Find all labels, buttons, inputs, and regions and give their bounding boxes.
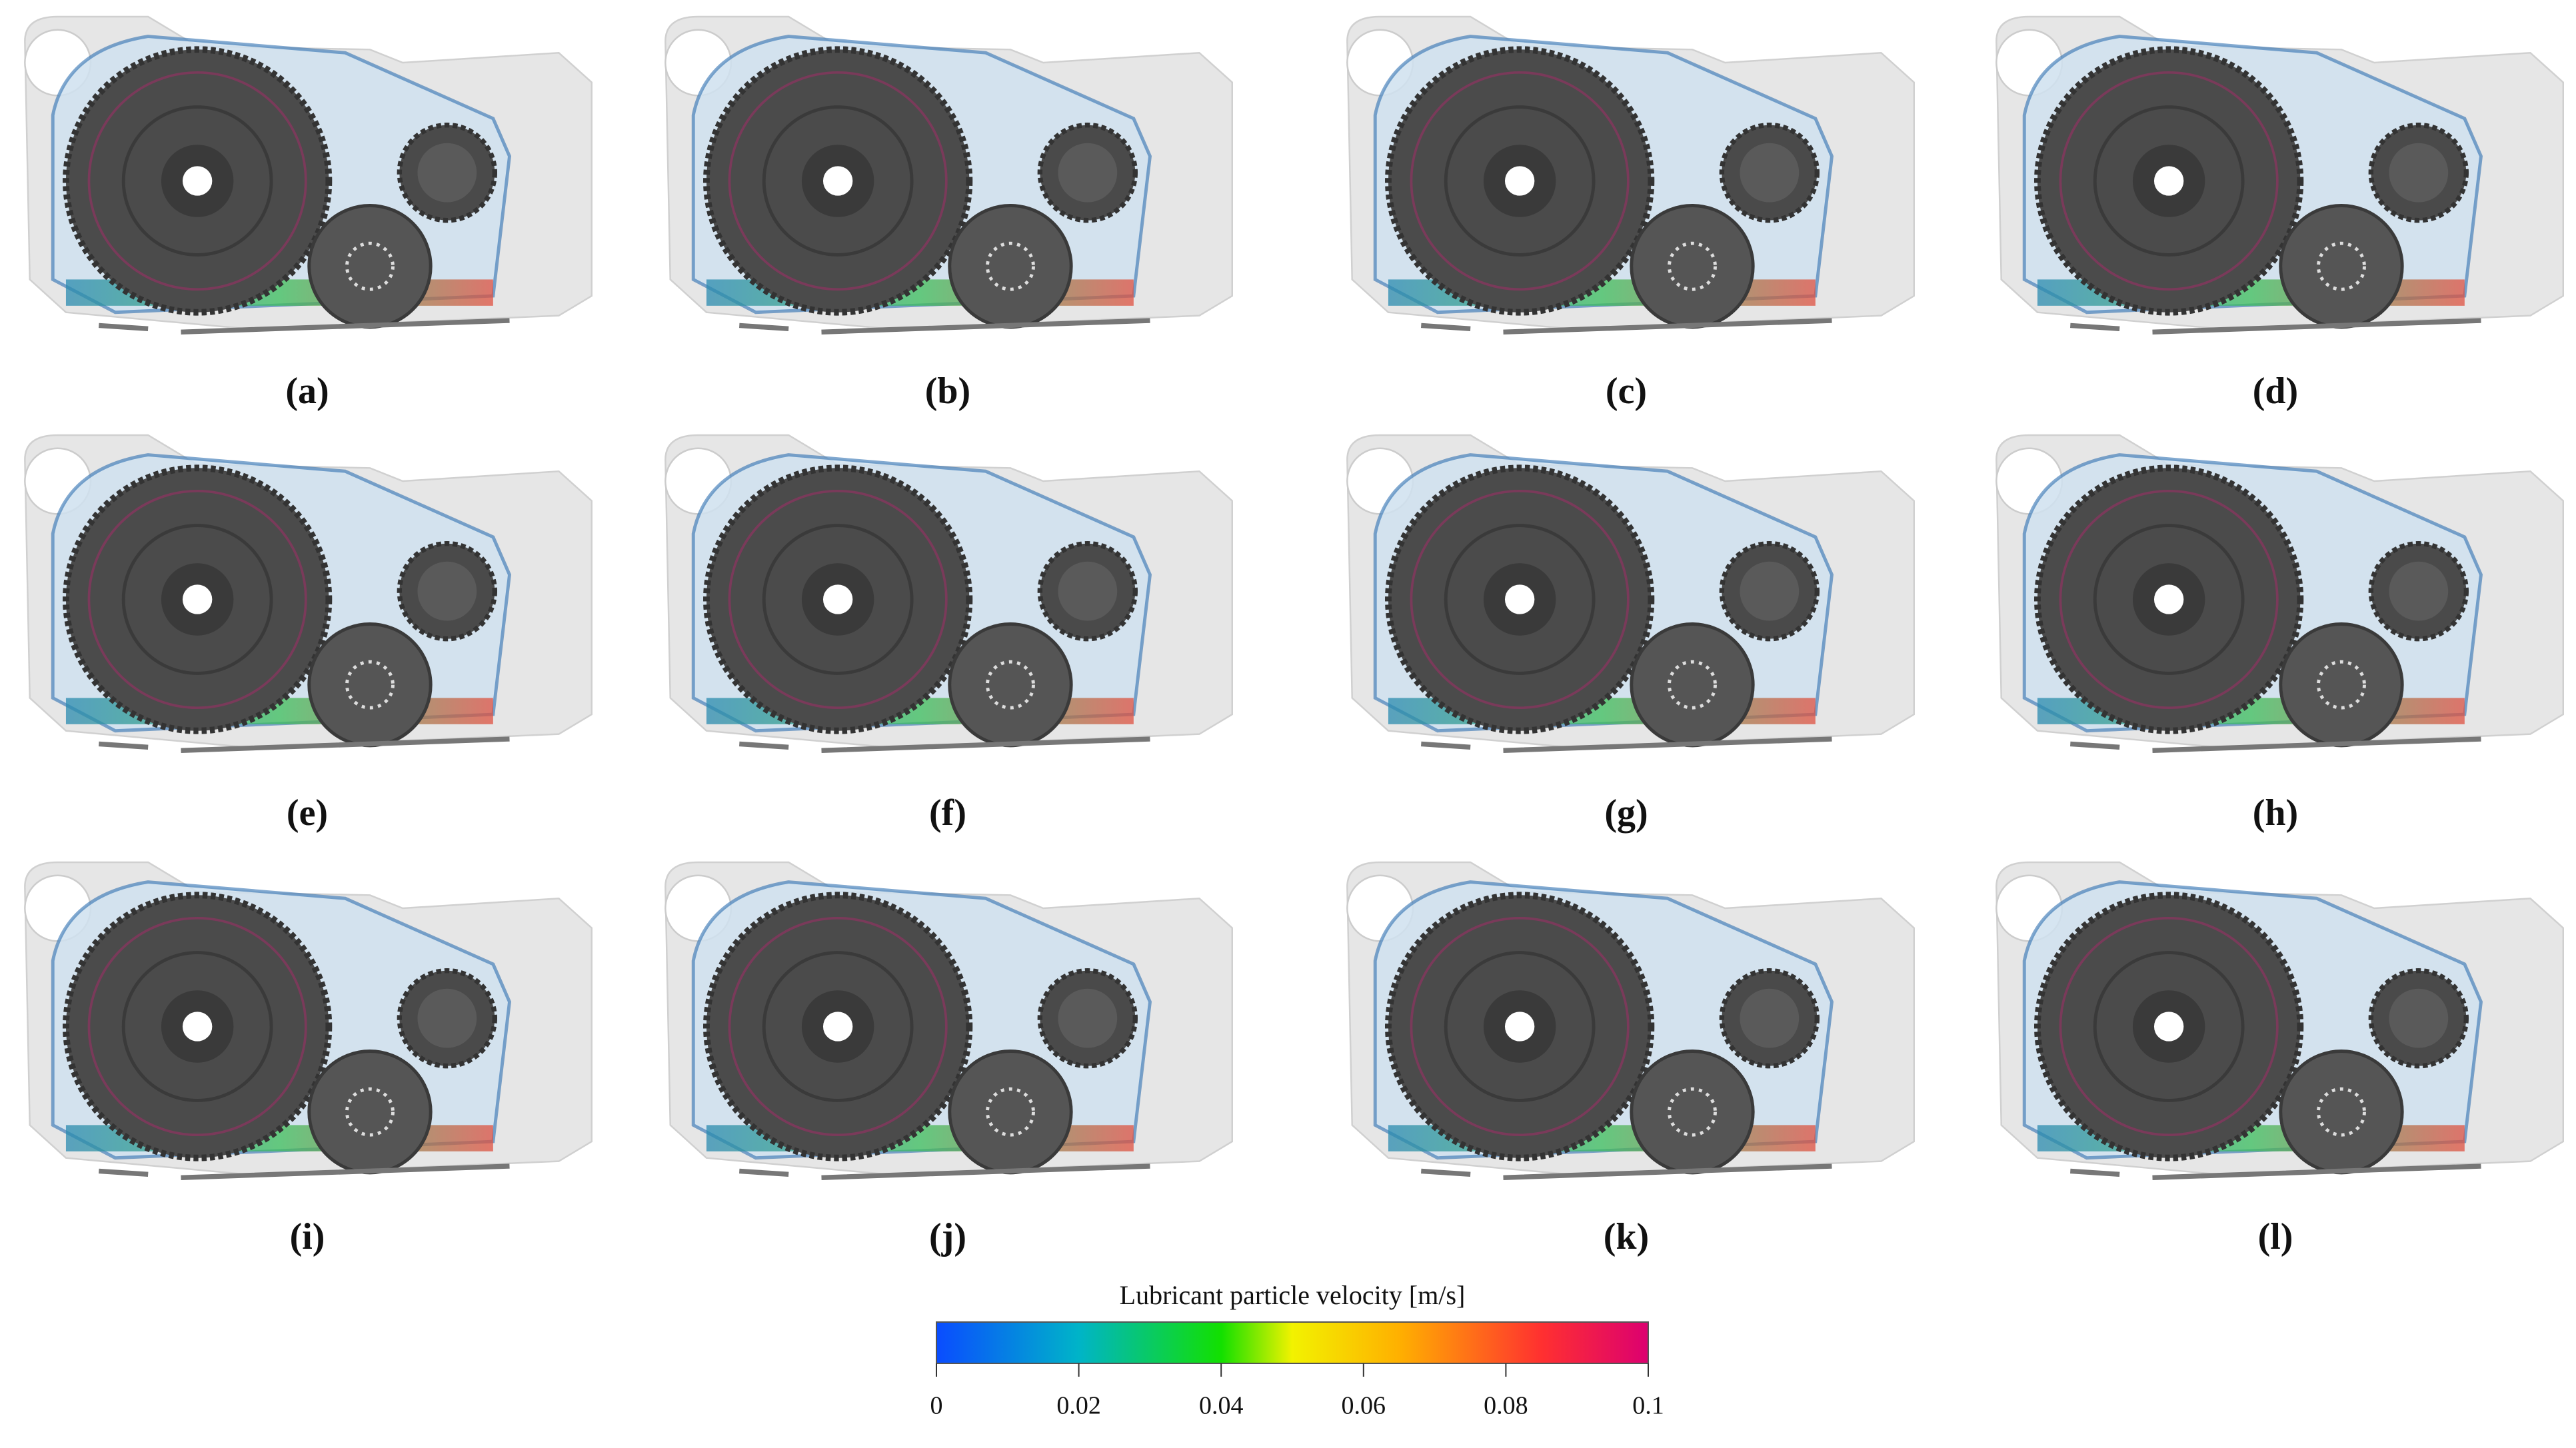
panels: (a) (b) (c) (d) (e) (f) (g) (h) (i) (j) (k) (l) [25,17,2563,1257]
panel-label: (b) [925,370,970,412]
simulation-image [25,862,591,1177]
panel-label: (f) [929,792,966,834]
simulation-image [665,17,1232,332]
simulation-image [1347,435,1914,750]
simulation-image [665,435,1232,750]
tick-label: 0.02 [1056,1392,1101,1420]
simulation-image [1347,862,1914,1177]
panel-label: (k) [1604,1216,1649,1257]
tick-label: 0.06 [1342,1392,1386,1420]
panel-label: (l) [2258,1216,2293,1257]
simulation-image [25,17,591,332]
simulation-image [1996,17,2563,332]
colorbar-gradient [936,1321,1649,1364]
tick-label: 0.08 [1484,1392,1528,1420]
panel-label: (i) [290,1216,325,1257]
simulation-image [665,862,1232,1177]
tick-label: 0 [930,1392,943,1420]
simulation-image [1996,862,2563,1177]
panel-label: (c) [1606,370,1647,412]
simulation-image [1347,17,1914,332]
panel-label: (e) [287,792,328,834]
panel-label: (h) [2253,792,2298,834]
tick-label: 0.04 [1199,1392,1244,1420]
panel-label: (j) [929,1216,966,1257]
panel-label: (g) [1604,792,1648,834]
colorbar-title: Lubricant particle velocity [m/s] [1120,1280,1466,1310]
colorbar: Lubricant particle velocity [m/s] 0 0.02 0… [930,1280,1664,1420]
simulation-image [25,435,591,750]
tick-label: 0.1 [1632,1392,1664,1420]
panel-label: (a) [285,370,329,412]
panel-label: (d) [2253,370,2298,412]
simulation-image [1996,435,2563,750]
